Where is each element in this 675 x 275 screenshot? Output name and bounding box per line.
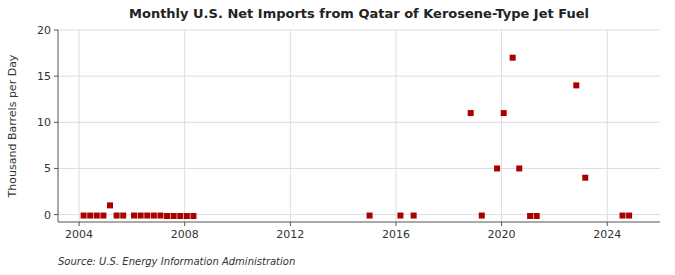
point xyxy=(582,175,588,181)
y-axis-label: Thousand Barrels per Day xyxy=(6,54,19,198)
y-tick xyxy=(54,122,58,123)
x-tick xyxy=(607,222,608,226)
y-axis-line xyxy=(58,30,59,222)
point xyxy=(151,213,157,219)
point xyxy=(468,110,474,116)
point xyxy=(171,213,177,219)
title: Monthly U.S. Net Imports from Qatar of K… xyxy=(129,6,589,21)
point xyxy=(131,213,137,219)
x-tick-label: 2016 xyxy=(382,228,410,241)
x-tick-label: 2020 xyxy=(488,228,516,241)
y-grid-line xyxy=(58,76,660,77)
x-grid-line xyxy=(184,30,185,222)
y-grid-line xyxy=(58,30,660,31)
point xyxy=(494,165,500,171)
y-tick xyxy=(54,168,58,169)
point xyxy=(573,82,579,88)
point xyxy=(164,213,170,219)
x-tick-label: 2012 xyxy=(276,228,304,241)
point xyxy=(527,213,533,219)
y-grid-line xyxy=(58,122,660,123)
y-tick-label: 5 xyxy=(44,162,51,175)
point xyxy=(516,165,522,171)
points xyxy=(81,55,632,219)
source-note: Source: U.S. Energy Information Administ… xyxy=(58,256,295,267)
x-grid-line xyxy=(607,30,608,222)
point xyxy=(120,213,126,219)
point xyxy=(81,213,87,219)
x-tick xyxy=(79,222,80,226)
x-tick xyxy=(395,222,396,226)
point xyxy=(107,202,113,208)
point xyxy=(367,213,373,219)
point xyxy=(501,110,507,116)
grid xyxy=(58,30,660,222)
y-grid-line xyxy=(58,168,660,169)
x-tick-label: 2004 xyxy=(65,228,93,241)
point xyxy=(114,213,120,219)
point xyxy=(620,213,626,219)
x-tick xyxy=(184,222,185,226)
y-tick xyxy=(54,76,58,77)
point xyxy=(144,213,150,219)
point xyxy=(177,213,183,219)
y-tick-label: 15 xyxy=(37,70,51,83)
x-grid-line xyxy=(290,30,291,222)
y-tick xyxy=(54,214,58,215)
x-tick-label: 2024 xyxy=(593,228,621,241)
point xyxy=(510,55,516,61)
point xyxy=(397,213,403,219)
point xyxy=(184,213,190,219)
point xyxy=(479,213,485,219)
y-tick xyxy=(54,30,58,31)
point xyxy=(138,213,144,219)
x-tick xyxy=(501,222,502,226)
y-tick-label: 10 xyxy=(37,116,51,129)
x-tick xyxy=(290,222,291,226)
point xyxy=(190,213,196,219)
chart: 0 5 10 15 20 2004 2008 2012 2016 2020 2024 Thousand… xyxy=(0,0,675,275)
y-tick-label: 20 xyxy=(37,24,51,37)
point xyxy=(626,213,632,219)
point xyxy=(157,213,163,219)
point xyxy=(534,213,540,219)
point xyxy=(100,213,106,219)
x-grid-line xyxy=(395,30,396,222)
point xyxy=(87,213,93,219)
y-tick-label: 0 xyxy=(44,209,51,222)
x-grid-line xyxy=(501,30,502,222)
x-grid-line xyxy=(79,30,80,222)
point xyxy=(411,213,417,219)
point xyxy=(94,213,100,219)
x-tick-label: 2008 xyxy=(171,228,199,241)
x-axis-line xyxy=(58,222,660,223)
